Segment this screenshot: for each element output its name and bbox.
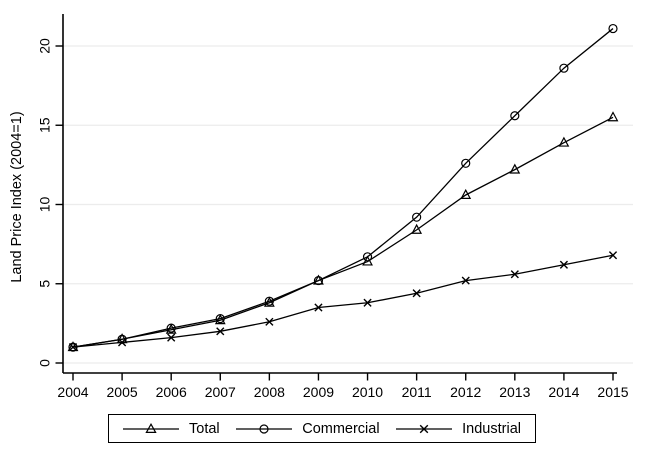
series-line-total bbox=[72, 116, 614, 348]
marker-circle-commercial-2008 bbox=[264, 296, 274, 306]
legend-label-industrial: Industrial bbox=[462, 420, 521, 437]
x-tick-label-2013: 2013 bbox=[499, 384, 530, 400]
marker-x-industrial-2007 bbox=[216, 327, 225, 336]
legend: Total Commercial Industrial bbox=[108, 414, 536, 443]
x-marker-icon bbox=[396, 424, 453, 433]
legend-label-commercial: Commercial bbox=[302, 420, 380, 437]
marker-circle-commercial-2010 bbox=[362, 252, 373, 262]
legend-label-total: Total bbox=[189, 420, 220, 437]
marker-triangle-total-2004 bbox=[67, 341, 79, 352]
marker-x-industrial-2014 bbox=[559, 260, 569, 269]
marker-circle-commercial-2006 bbox=[166, 323, 176, 333]
x-tick-label-2004: 2004 bbox=[57, 384, 88, 400]
marker-circle-commercial-2011 bbox=[412, 212, 422, 222]
marker-x-industrial-2009 bbox=[314, 303, 323, 312]
marker-x-industrial-2005 bbox=[117, 338, 127, 347]
marker-circle-commercial-2013 bbox=[510, 111, 520, 121]
legend-item-commercial: Commercial bbox=[236, 420, 380, 437]
y-tick-label-10: 10 bbox=[37, 197, 53, 213]
marker-x-industrial-2011 bbox=[412, 289, 421, 298]
marker-x-industrial-2013 bbox=[510, 270, 519, 279]
marker-triangle-total-2011 bbox=[411, 223, 423, 234]
marker-circle-commercial-2009 bbox=[313, 275, 324, 286]
marker-x-industrial-2015 bbox=[608, 251, 618, 260]
x-tick-label-2007: 2007 bbox=[205, 384, 236, 400]
circle-marker-icon bbox=[236, 423, 293, 434]
marker-circle-commercial-2004 bbox=[68, 342, 78, 352]
triangle-marker-icon bbox=[123, 422, 179, 433]
legend-item-total: Total bbox=[123, 421, 220, 437]
legend-item-industrial: Industrial bbox=[396, 421, 521, 437]
marker-triangle-total-2014 bbox=[558, 136, 570, 147]
series-line-commercial bbox=[72, 28, 614, 348]
x-tick-label-2010: 2010 bbox=[352, 384, 383, 400]
marker-x-industrial-2010 bbox=[363, 298, 372, 307]
marker-x-industrial-2004 bbox=[68, 343, 78, 352]
marker-triangle-total-2006 bbox=[165, 323, 177, 334]
marker-circle-commercial-2015 bbox=[608, 23, 618, 34]
x-tick-label-2011: 2011 bbox=[402, 384, 432, 400]
marker-triangle-total-2015 bbox=[607, 111, 619, 122]
marker-triangle-total-2013 bbox=[509, 163, 521, 174]
y-tick-label-15: 15 bbox=[37, 117, 53, 133]
marker-triangle-total-2012 bbox=[460, 188, 472, 199]
x-tick-label-2005: 2005 bbox=[107, 384, 138, 400]
y-tick-label-20: 20 bbox=[37, 38, 53, 54]
marker-x-industrial-2012 bbox=[461, 276, 470, 285]
y-tick-label-5: 5 bbox=[37, 280, 53, 288]
x-tick-label-2009: 2009 bbox=[303, 384, 334, 400]
marker-circle-commercial-2007 bbox=[215, 314, 225, 324]
x-tick-label-2015: 2015 bbox=[597, 384, 628, 400]
marker-x-industrial-2008 bbox=[265, 317, 274, 326]
marker-circle-commercial-2014 bbox=[559, 63, 569, 73]
marker-triangle-total-2007 bbox=[214, 314, 226, 325]
x-tick-label-2014: 2014 bbox=[548, 384, 579, 400]
marker-x-industrial-2006 bbox=[167, 333, 176, 342]
x-tick-label-2006: 2006 bbox=[156, 384, 187, 400]
series-line-industrial bbox=[72, 254, 614, 348]
y-axis-title: Land Price Index (2004=1) bbox=[9, 111, 25, 283]
marker-circle-commercial-2012 bbox=[461, 158, 471, 168]
marker-triangle-total-2010 bbox=[362, 255, 373, 266]
x-tick-label-2008: 2008 bbox=[254, 384, 285, 400]
x-tick-label-2012: 2012 bbox=[450, 384, 481, 400]
marker-triangle-total-2008 bbox=[263, 296, 275, 307]
y-tick-label-0: 0 bbox=[37, 359, 53, 367]
